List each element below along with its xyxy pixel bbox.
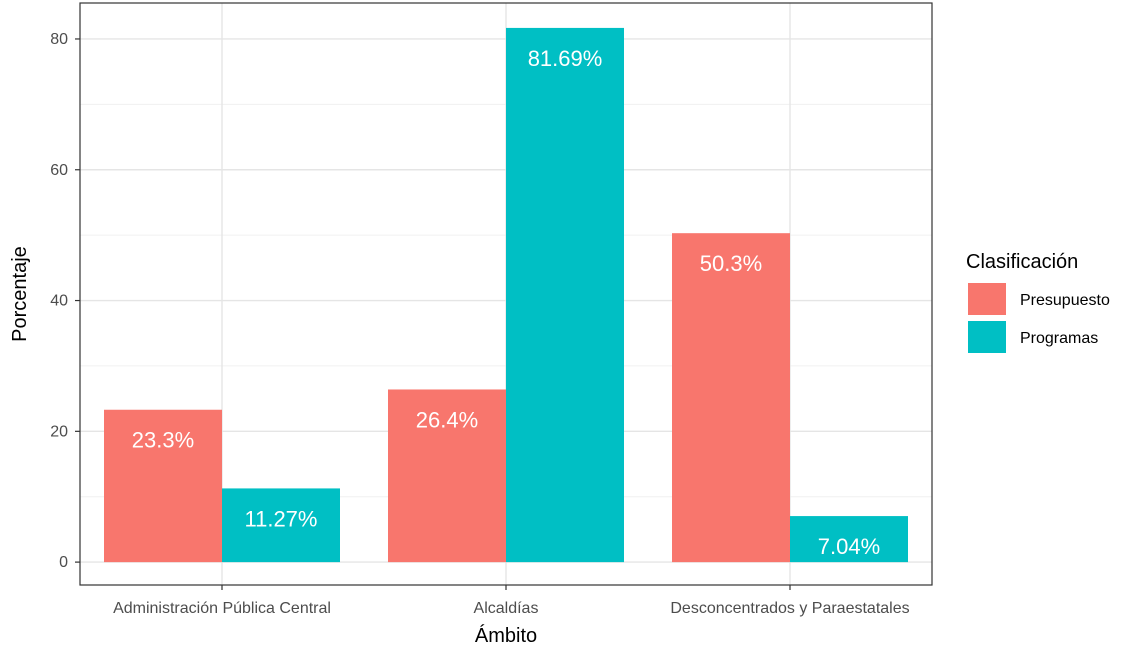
bars	[104, 27, 908, 563]
bar-label: 26.4%	[416, 407, 478, 432]
legend: Clasificación Presupuesto Programas	[966, 251, 1110, 353]
x-axis: Administración Pública Central Alcaldías D…	[113, 585, 910, 617]
x-tick-label: Desconcentrados y Paraestatales	[670, 600, 909, 617]
legend-label: Programas	[1020, 330, 1098, 347]
legend-swatch	[968, 283, 1006, 315]
y-tick-label: 60	[50, 162, 68, 179]
legend-title: Clasificación	[966, 251, 1078, 273]
bar-label: 11.27%	[245, 506, 318, 531]
y-tick-label: 40	[50, 293, 68, 310]
bar-label: 50.3%	[700, 251, 762, 276]
x-axis-title: Ámbito	[475, 624, 537, 647]
bar	[790, 516, 908, 563]
bar	[388, 389, 506, 563]
bar-labels: 23.3% 26.4% 50.3% 11.27% 81.69% 7.04%	[132, 46, 880, 559]
bar	[672, 233, 790, 563]
legend-label: Presupuesto	[1020, 292, 1110, 309]
legend-items: Presupuesto Programas	[968, 283, 1110, 353]
legend-swatch	[968, 321, 1006, 353]
x-tick-label: Alcaldías	[474, 600, 539, 617]
y-axis-title: Porcentaje	[9, 246, 31, 342]
bar-label: 81.69%	[528, 46, 603, 71]
bar	[506, 27, 624, 563]
y-tick-label: 20	[50, 423, 68, 440]
bar	[222, 488, 340, 563]
y-axis: 0 20 40 60 80	[50, 31, 80, 571]
y-tick-label: 80	[50, 31, 68, 48]
y-tick-label: 0	[59, 554, 68, 571]
bar	[104, 409, 222, 563]
bar-label: 7.04%	[818, 534, 880, 559]
bar-label: 23.3%	[132, 428, 194, 453]
x-tick-label: Administración Pública Central	[113, 600, 331, 617]
